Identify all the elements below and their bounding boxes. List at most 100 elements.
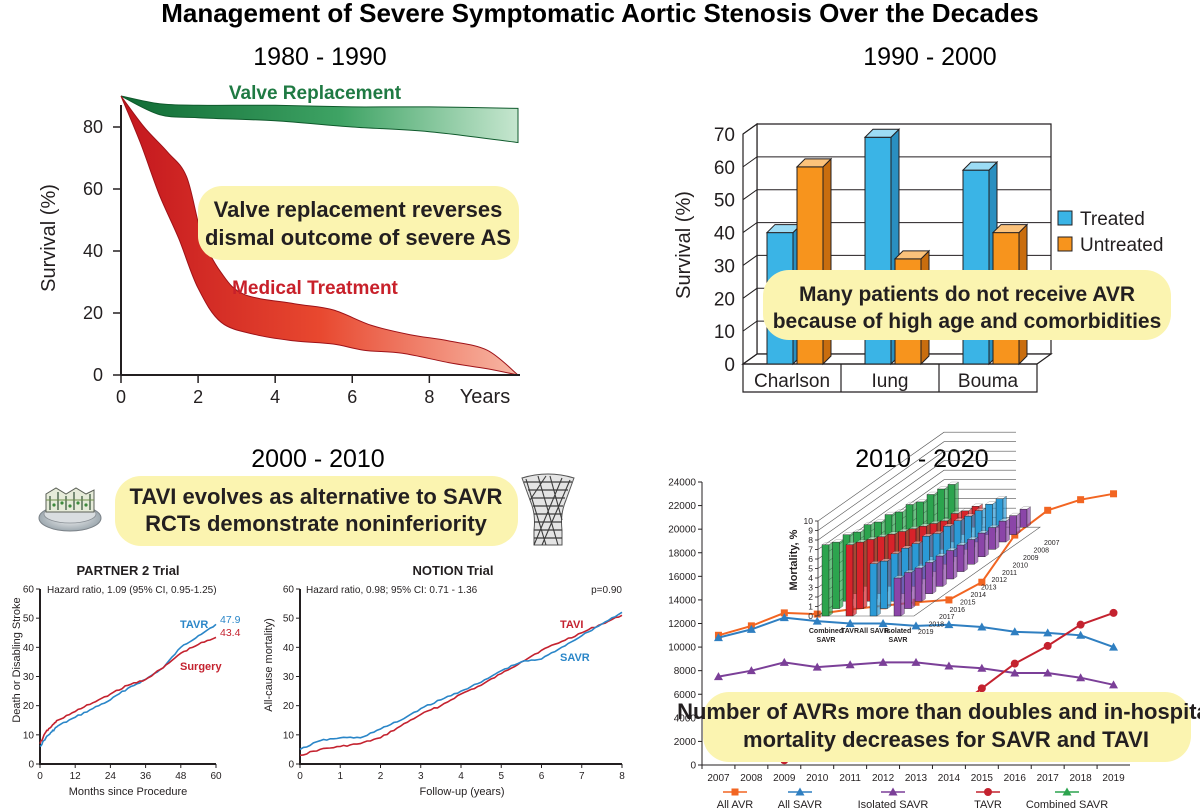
x-tick-label: 2012 bbox=[872, 773, 895, 784]
y-tick-label: 12000 bbox=[668, 619, 696, 630]
x-tick-label: 2010 bbox=[806, 773, 829, 784]
data-point bbox=[978, 578, 986, 586]
inset-gridline bbox=[817, 469, 1016, 560]
notion-lines bbox=[299, 611, 623, 757]
inset-y-tick-label: 4 bbox=[808, 573, 813, 583]
hazard-ratio-note: Hazard ratio, 0.98; 95% CI: 0.71 - 1.36 bbox=[306, 585, 478, 596]
y-tick-label: 40 bbox=[23, 643, 35, 654]
y-tick-label: 8000 bbox=[674, 666, 697, 677]
inset-bar bbox=[893, 575, 906, 617]
inset-group-label: SAVR bbox=[889, 637, 908, 644]
y-tick-label: 0 bbox=[288, 760, 294, 771]
data-point bbox=[1010, 659, 1019, 668]
data-point bbox=[977, 684, 986, 693]
annotation-bubble bbox=[115, 476, 518, 546]
inset-year-label: 2018 bbox=[929, 622, 945, 629]
x-axis-label: Years bbox=[460, 386, 510, 408]
x-tick-label: Bouma bbox=[958, 371, 1019, 392]
notion-axes: 0 10 20 30 40 50 60 0 1 2 3 4 5 6 7 8 bbox=[283, 585, 625, 783]
legend-label-treated: Treated bbox=[1080, 209, 1145, 230]
annotation-line-1: Valve replacement reverses bbox=[214, 197, 503, 222]
y-tick-label: 60 bbox=[23, 585, 35, 596]
gridline bbox=[742, 189, 1051, 201]
series-all-savr bbox=[713, 613, 1119, 651]
legend-swatch-untreated bbox=[1057, 236, 1073, 252]
data-point bbox=[878, 619, 888, 627]
x-tick-label: 4 bbox=[270, 387, 280, 407]
y-tick-label: 18000 bbox=[668, 548, 696, 559]
legend-marker bbox=[1062, 787, 1072, 796]
line-tavi bbox=[299, 614, 623, 757]
y-tick-label: 40 bbox=[714, 224, 735, 245]
partner2-chart: PARTNER 2 Trial Hazard ratio, 1.09 (95% … bbox=[11, 563, 241, 798]
inset-y-tick-label: 8 bbox=[808, 535, 813, 545]
inset-y-tick-label: 9 bbox=[808, 526, 813, 536]
inset-bar bbox=[879, 558, 892, 609]
inset-y-tick-label: 1 bbox=[808, 602, 813, 612]
data-point bbox=[1076, 630, 1086, 639]
inset-y-tick-label: 7 bbox=[808, 545, 813, 555]
x-tick-label: 0 bbox=[37, 771, 43, 782]
x-tick-label: 3 bbox=[418, 771, 424, 782]
data-point bbox=[813, 610, 821, 618]
inset-y-tick-label: 2 bbox=[808, 592, 813, 602]
annotation-bubble bbox=[703, 692, 1191, 762]
data-point bbox=[1109, 608, 1118, 617]
inset-bar bbox=[821, 541, 834, 617]
data-point bbox=[812, 662, 822, 671]
data-point bbox=[1043, 628, 1053, 637]
inset-bar bbox=[869, 560, 882, 617]
y-tick-label: 0 bbox=[690, 761, 696, 772]
y-axis-label: Survival (%) bbox=[673, 191, 695, 299]
inset-bar bbox=[1008, 512, 1021, 535]
legend-label: Combined SAVR bbox=[1026, 799, 1108, 811]
x-tick-label: 60 bbox=[210, 771, 222, 782]
y-tick-label: 10 bbox=[283, 730, 295, 741]
gridline bbox=[742, 222, 1051, 233]
y-tick-label: 10 bbox=[23, 730, 35, 741]
inset-bar bbox=[956, 542, 969, 572]
series-label-medical-treatment: Medical Treatment bbox=[232, 278, 398, 299]
data-point bbox=[878, 657, 888, 666]
panel-2000: 2000 - 2010 TAVI evolves as alternative … bbox=[11, 445, 625, 798]
inset-gridline bbox=[817, 460, 1016, 550]
axis-lines bbox=[39, 589, 216, 765]
data-point bbox=[746, 666, 756, 675]
data-point bbox=[945, 596, 953, 604]
avr-axes: 0200040006000800010000120001400016000180… bbox=[668, 478, 1130, 784]
gridline bbox=[742, 353, 1051, 365]
gridline bbox=[742, 156, 1051, 168]
data-point bbox=[1110, 490, 1118, 498]
p-value: p=0.90 bbox=[591, 585, 622, 596]
line-savr bbox=[299, 611, 623, 751]
legend-label: Isolated SAVR bbox=[858, 799, 929, 811]
line-surgery bbox=[39, 636, 217, 744]
y-tick-label: 14000 bbox=[668, 595, 696, 606]
y-tick-label: 20 bbox=[714, 289, 735, 310]
bar-top bbox=[893, 250, 931, 260]
inset-year-label: 2013 bbox=[981, 585, 997, 592]
y-tick-label: 70 bbox=[714, 125, 735, 146]
data-point bbox=[1010, 668, 1020, 677]
y-tick-label: 60 bbox=[283, 585, 295, 596]
inset-year-label: 2016 bbox=[950, 607, 966, 614]
legend-label: All SAVR bbox=[778, 799, 822, 811]
legend-swatch-treated bbox=[1057, 210, 1073, 226]
inset-year-label: 2012 bbox=[992, 577, 1008, 584]
x-tick-label: 5 bbox=[498, 771, 504, 782]
y-tick-label: 60 bbox=[83, 179, 103, 199]
inset-y-tick-label: 6 bbox=[808, 554, 813, 564]
y-tick-label: 50 bbox=[23, 614, 35, 625]
y-tick-label: 40 bbox=[83, 241, 103, 261]
series-isolated-savr bbox=[713, 657, 1119, 689]
data-point bbox=[845, 660, 855, 669]
inset-bar bbox=[945, 547, 958, 580]
chart-title: NOTION Trial bbox=[413, 563, 494, 578]
annotation-line-2: because of high age and comorbidities bbox=[773, 310, 1162, 333]
legend-label-untreated: Untreated bbox=[1080, 235, 1163, 256]
end-label-tavr: 47.9 bbox=[220, 614, 241, 626]
series-label-surgery: Surgery bbox=[180, 661, 222, 673]
annotation-2010: Number of AVRs more than doubles and in-… bbox=[677, 692, 1200, 762]
series-label-savr: SAVR bbox=[560, 652, 590, 664]
